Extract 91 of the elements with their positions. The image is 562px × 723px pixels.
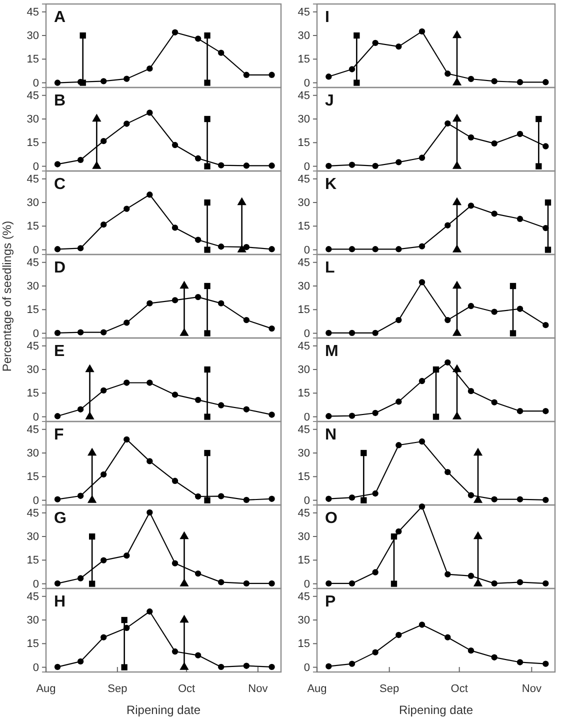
x-axis-title: Ripening date bbox=[126, 703, 201, 717]
y-tick-label: 45 bbox=[26, 507, 39, 520]
y-tick-label: 30 bbox=[298, 614, 310, 627]
y-tick-label: 45 bbox=[298, 340, 310, 352]
y-tick-label: 30 bbox=[26, 30, 39, 42]
chart-title: G bbox=[54, 510, 66, 527]
y-tick-label: 0 bbox=[32, 411, 39, 424]
x-tick-label: Nov bbox=[522, 682, 542, 695]
y-tick-label: 45 bbox=[298, 256, 310, 269]
x-tick-label: Nov bbox=[248, 682, 268, 695]
y-tick-label: 15 bbox=[26, 638, 39, 650]
y-tick-label: 0 bbox=[304, 411, 310, 424]
y-tick-label: 15 bbox=[298, 304, 310, 316]
chart-title: H bbox=[54, 594, 66, 610]
x-tick-label: Sep bbox=[380, 682, 400, 695]
y-tick-label: 30 bbox=[298, 364, 310, 376]
y-tick-label: 30 bbox=[26, 614, 39, 627]
y-tick-label: 0 bbox=[32, 160, 39, 173]
y-tick-label: 15 bbox=[26, 304, 39, 316]
y-tick-label: 30 bbox=[26, 197, 39, 210]
y-tick-label: 0 bbox=[304, 328, 310, 340]
y-tick-label: 45 bbox=[26, 340, 39, 352]
chart-title: C bbox=[54, 176, 66, 193]
y-tick-label: 30 bbox=[26, 364, 39, 376]
y-tick-label: 45 bbox=[26, 256, 39, 269]
y-tick-label: 45 bbox=[26, 173, 39, 186]
y-tick-label: 30 bbox=[26, 114, 39, 126]
chart-title: L bbox=[325, 260, 335, 276]
y-tick-label: 30 bbox=[298, 280, 310, 293]
y-tick-label: 15 bbox=[298, 54, 310, 66]
y-tick-label: 0 bbox=[32, 662, 39, 674]
y-tick-label: 30 bbox=[298, 30, 310, 42]
chart-title: N bbox=[325, 426, 337, 444]
y-tick-label: 45 bbox=[298, 590, 310, 603]
x-tick-label: Aug bbox=[307, 682, 327, 695]
x-tick-label: Sep bbox=[108, 682, 128, 695]
chart-title: B bbox=[54, 92, 66, 110]
y-tick-label: 15 bbox=[26, 388, 39, 400]
chart-title: M bbox=[325, 343, 338, 360]
y-tick-label: 0 bbox=[32, 578, 39, 590]
y-tick-label: 0 bbox=[304, 77, 310, 90]
y-tick-label: 0 bbox=[32, 244, 39, 256]
x-tick-label: Oct bbox=[450, 682, 468, 695]
chart-title: E bbox=[54, 343, 65, 360]
y-tick-label: 30 bbox=[26, 280, 39, 293]
y-tick-label: 30 bbox=[26, 448, 39, 460]
y-tick-label: 45 bbox=[26, 590, 39, 603]
y-tick-label: 15 bbox=[26, 554, 39, 567]
chart-title: O bbox=[325, 510, 338, 527]
y-tick-label: 45 bbox=[298, 6, 310, 18]
y-tick-label: 0 bbox=[304, 160, 310, 173]
chart-title: A bbox=[54, 9, 66, 26]
chart-title: K bbox=[325, 176, 337, 193]
y-tick-label: 0 bbox=[304, 662, 310, 674]
y-tick-label: 15 bbox=[26, 137, 39, 150]
chart-title: D bbox=[54, 260, 66, 276]
y-tick-label: 30 bbox=[298, 448, 310, 460]
y-tick-label: 45 bbox=[298, 424, 310, 436]
y-tick-label: 0 bbox=[304, 244, 310, 256]
y-tick-label: 30 bbox=[298, 114, 310, 126]
y-tick-label: 15 bbox=[298, 220, 310, 233]
y-tick-label: 45 bbox=[26, 6, 39, 18]
y-tick-label: 30 bbox=[298, 197, 310, 210]
y-tick-label: 45 bbox=[298, 507, 310, 520]
y-tick-label: 15 bbox=[26, 54, 39, 66]
y-tick-label: 0 bbox=[32, 328, 39, 340]
y-tick-label: 15 bbox=[298, 471, 310, 484]
y-tick-label: 0 bbox=[304, 578, 310, 590]
y-tick-label: 45 bbox=[298, 90, 310, 102]
y-tick-label: 45 bbox=[26, 90, 39, 102]
y-tick-label: 0 bbox=[304, 494, 310, 507]
y-tick-label: 15 bbox=[26, 471, 39, 484]
y-tick-label: 45 bbox=[298, 173, 310, 186]
x-axis-title: Ripening date bbox=[398, 703, 474, 717]
y-tick-label: 30 bbox=[298, 531, 310, 544]
chart-title: F bbox=[54, 426, 64, 444]
chart-title: J bbox=[325, 92, 334, 110]
x-tick-label: Oct bbox=[178, 682, 196, 695]
chart-title: I bbox=[325, 9, 330, 26]
y-tick-label: 30 bbox=[26, 531, 39, 544]
y-tick-label: 0 bbox=[32, 494, 39, 507]
y-axis-title: Percentage of seedlings (%) bbox=[0, 220, 14, 372]
y-tick-label: 15 bbox=[298, 554, 310, 567]
x-tick-label: Aug bbox=[36, 682, 56, 695]
y-tick-label: 15 bbox=[298, 137, 310, 150]
y-tick-label: 15 bbox=[298, 638, 310, 650]
chart-title: P bbox=[325, 594, 336, 610]
y-tick-label: 15 bbox=[26, 220, 39, 233]
y-tick-label: 15 bbox=[298, 388, 310, 400]
y-tick-label: 0 bbox=[32, 77, 39, 90]
y-tick-label: 45 bbox=[26, 424, 39, 436]
